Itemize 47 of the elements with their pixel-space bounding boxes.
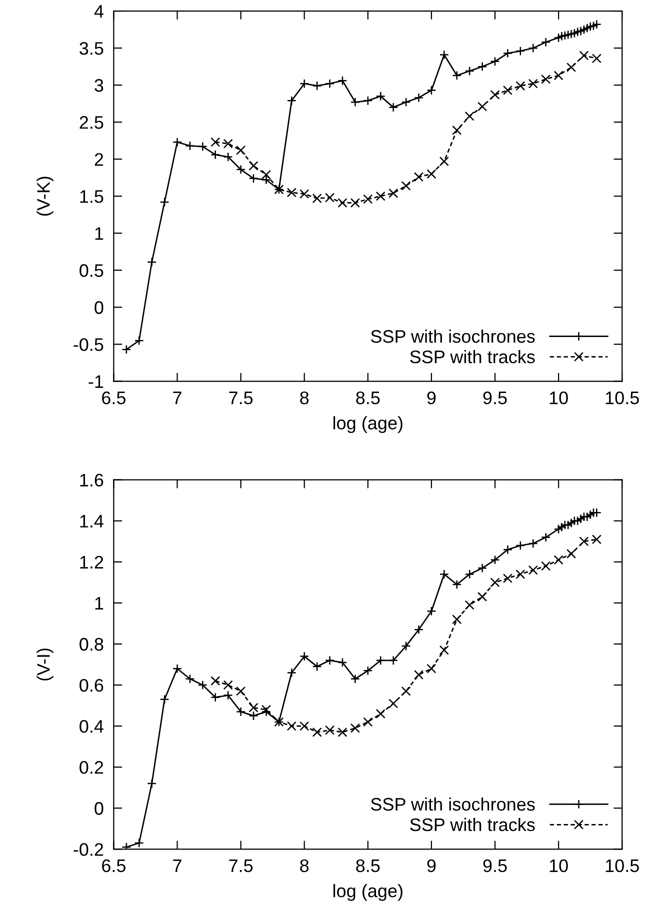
legend-label: SSP with tracks	[410, 818, 535, 832]
y-tick-label: 2.5	[80, 116, 104, 129]
x-tick-label: 10.5	[606, 859, 639, 872]
y-tick-label: 1	[95, 597, 104, 610]
y-tick-label: -0.2	[74, 843, 104, 856]
x-tick-label: 10	[550, 391, 568, 404]
legend-label: SSP with isochrones	[370, 330, 535, 343]
x-tick-label: 9	[427, 391, 436, 404]
x-tick-label: 7	[173, 860, 182, 872]
y-tick-label: 1.2	[80, 556, 104, 568]
x-tick-label: 8.5	[356, 391, 380, 404]
y-tick-label: 2	[94, 153, 104, 166]
x-tick-label: 9.5	[483, 391, 507, 404]
y-axis-title: (V-K)	[36, 176, 54, 216]
y-tick-label: 0.8	[80, 638, 104, 651]
y-tick-label: 1	[95, 227, 104, 240]
y-tick-label: 1.6	[80, 474, 104, 487]
y-tick-label: 0	[94, 802, 104, 815]
y-tick-label: 0.4	[80, 720, 104, 733]
x-tick-label: 7	[173, 392, 182, 404]
x-axis-title: log (age)	[333, 884, 402, 901]
y-tick-label: 3.5	[80, 42, 104, 55]
y-tick-label: 0.2	[80, 761, 104, 774]
y-axis-title: (V-I)	[36, 648, 54, 680]
x-tick-label: 8	[300, 391, 309, 404]
x-tick-label: 10.5	[606, 391, 639, 404]
x-tick-label: 7.5	[229, 860, 253, 872]
legend-label: SSP with isochrones	[370, 797, 535, 811]
x-tick-label: 9.5	[483, 859, 507, 872]
legend-label: SSP with tracks	[410, 350, 535, 364]
x-tick-label: 6.5	[102, 391, 126, 404]
x-axis-title: log (age)	[333, 416, 402, 434]
y-tick-label: -0.5	[74, 338, 104, 351]
y-tick-label: 4	[94, 5, 104, 18]
x-tick-label: 7.5	[229, 392, 253, 404]
y-tick-label: 1.4	[80, 514, 104, 528]
y-tick-label: -1	[88, 375, 104, 388]
y-tick-label: 0.6	[80, 678, 104, 692]
x-tick-label: 8.5	[356, 859, 380, 872]
x-tick-label: 10	[550, 859, 568, 872]
x-tick-label: 8	[300, 859, 309, 872]
y-tick-label: 0	[94, 301, 104, 314]
x-tick-label: 9	[427, 859, 436, 872]
y-tick-label: 1.5	[80, 190, 104, 203]
y-tick-label: 3	[94, 79, 104, 92]
y-tick-label: 0.5	[80, 264, 104, 277]
x-tick-label: 6.5	[102, 859, 126, 872]
